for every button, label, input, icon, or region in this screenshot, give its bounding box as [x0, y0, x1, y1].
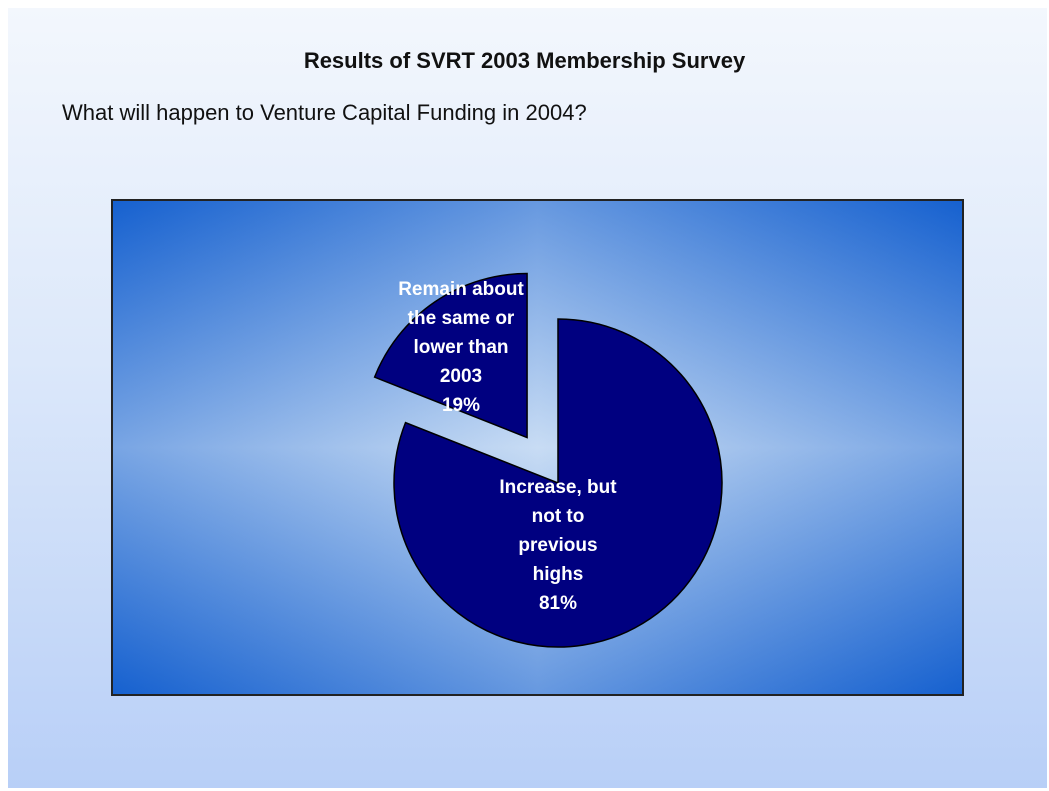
pie-slice-label-2: Increase, but not to previous highs 81% [499, 477, 617, 614]
panel-border [111, 199, 964, 696]
pie-slice-label-line: 2003 [440, 366, 482, 387]
pie-slice-label-line: Increase, but [499, 477, 617, 498]
pie-slice-label-line: 19% [442, 395, 480, 416]
survey-question: What will happen to Venture Capital Fund… [62, 100, 587, 125]
pie-slice-label-line: highs [533, 564, 584, 585]
pie-slice-1 [373, 272, 528, 439]
pie-slice-label-1: Remain about the same or lower than 2003 19% [398, 279, 524, 416]
pie-slice-label-line: Remain about [398, 279, 524, 300]
page-title: Results of SVRT 2003 Membership Survey [303, 48, 746, 73]
pie-slice-label-line: previous [518, 535, 597, 556]
pie-slice-label-line: not to [532, 506, 585, 527]
pie-chart: Remain about the same or lower than 2003 19%… [111, 199, 964, 696]
pie-slice-label-line: lower than [413, 337, 508, 358]
pie-slice-2 [393, 318, 723, 648]
pie-slice-label-line: the same or [408, 308, 515, 329]
chart-panel: Remain about the same or lower than 2003 19%… [111, 199, 964, 696]
pie-slice-label-line: 81% [539, 593, 577, 614]
